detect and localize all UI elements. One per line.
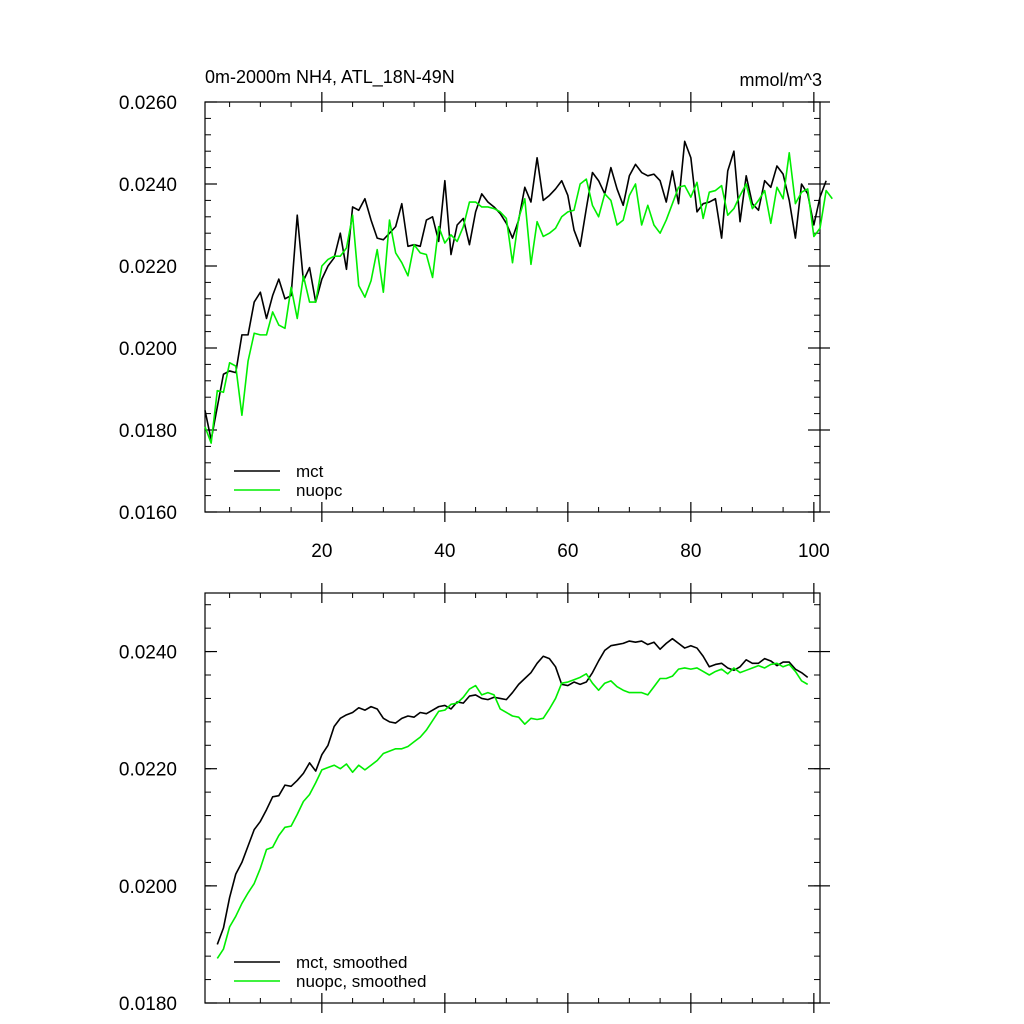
top-axes: 20 40 60 80 100 0.0160 0.0180 0.0200 0.0220 0.024… — [119, 92, 830, 562]
legend-label-mct: mct — [296, 462, 324, 481]
bottom-series — [216, 637, 809, 959]
top-y-tick-label: 0.0240 — [119, 175, 177, 196]
top-legend: mct nuopc — [234, 462, 343, 500]
top-x-tick-label: 80 — [680, 541, 701, 562]
top-y-tick-label: 0.0260 — [119, 93, 177, 114]
top-x-tick-label: 20 — [311, 541, 332, 562]
legend-label-nuopc: nuopc — [296, 481, 343, 500]
chart-title: 0m-2000m NH4, ATL_18N-49N — [205, 67, 455, 88]
chart-units: mmol/m^3 — [740, 70, 822, 90]
top-x-tick-label: 100 — [798, 541, 830, 562]
top-chart: 0m-2000m NH4, ATL_18N-49N mmol/m^3 20 40 6… — [119, 67, 833, 562]
top-plot-frame — [204, 101, 821, 513]
top-y-tick-label: 0.0200 — [119, 339, 177, 360]
bottom-y-tick-label: 0.0180 — [119, 994, 177, 1015]
top-y-tick-label: 0.0180 — [119, 421, 177, 442]
bottom-chart: 0.0180 0.0200 0.0220 0.0240 mct, smoothed n… — [119, 583, 830, 1015]
top-series — [204, 140, 833, 444]
bottom-legend: mct, smoothed nuopc, smoothed — [234, 953, 426, 991]
top-series-line-nuopc — [204, 152, 833, 444]
bottom-series-line-nuopc-smoothed — [216, 662, 809, 959]
bottom-plot-frame — [204, 592, 821, 1004]
top-x-tick-label: 60 — [557, 541, 578, 562]
bottom-y-tick-label: 0.0200 — [119, 877, 177, 898]
bottom-y-tick-label: 0.0240 — [119, 643, 177, 664]
legend-label-mct-smoothed: mct, smoothed — [296, 953, 408, 972]
top-y-tick-label: 0.0220 — [119, 257, 177, 278]
top-x-tick-label: 40 — [434, 541, 455, 562]
legend-label-nuopc-smoothed: nuopc, smoothed — [296, 972, 426, 991]
top-y-tick-label: 0.0160 — [119, 503, 177, 524]
top-series-line-mct — [204, 140, 827, 441]
bottom-axes: 0.0180 0.0200 0.0220 0.0240 — [119, 583, 830, 1015]
bottom-series-line-mct-smoothed — [216, 637, 809, 945]
bottom-y-tick-label: 0.0220 — [119, 760, 177, 781]
